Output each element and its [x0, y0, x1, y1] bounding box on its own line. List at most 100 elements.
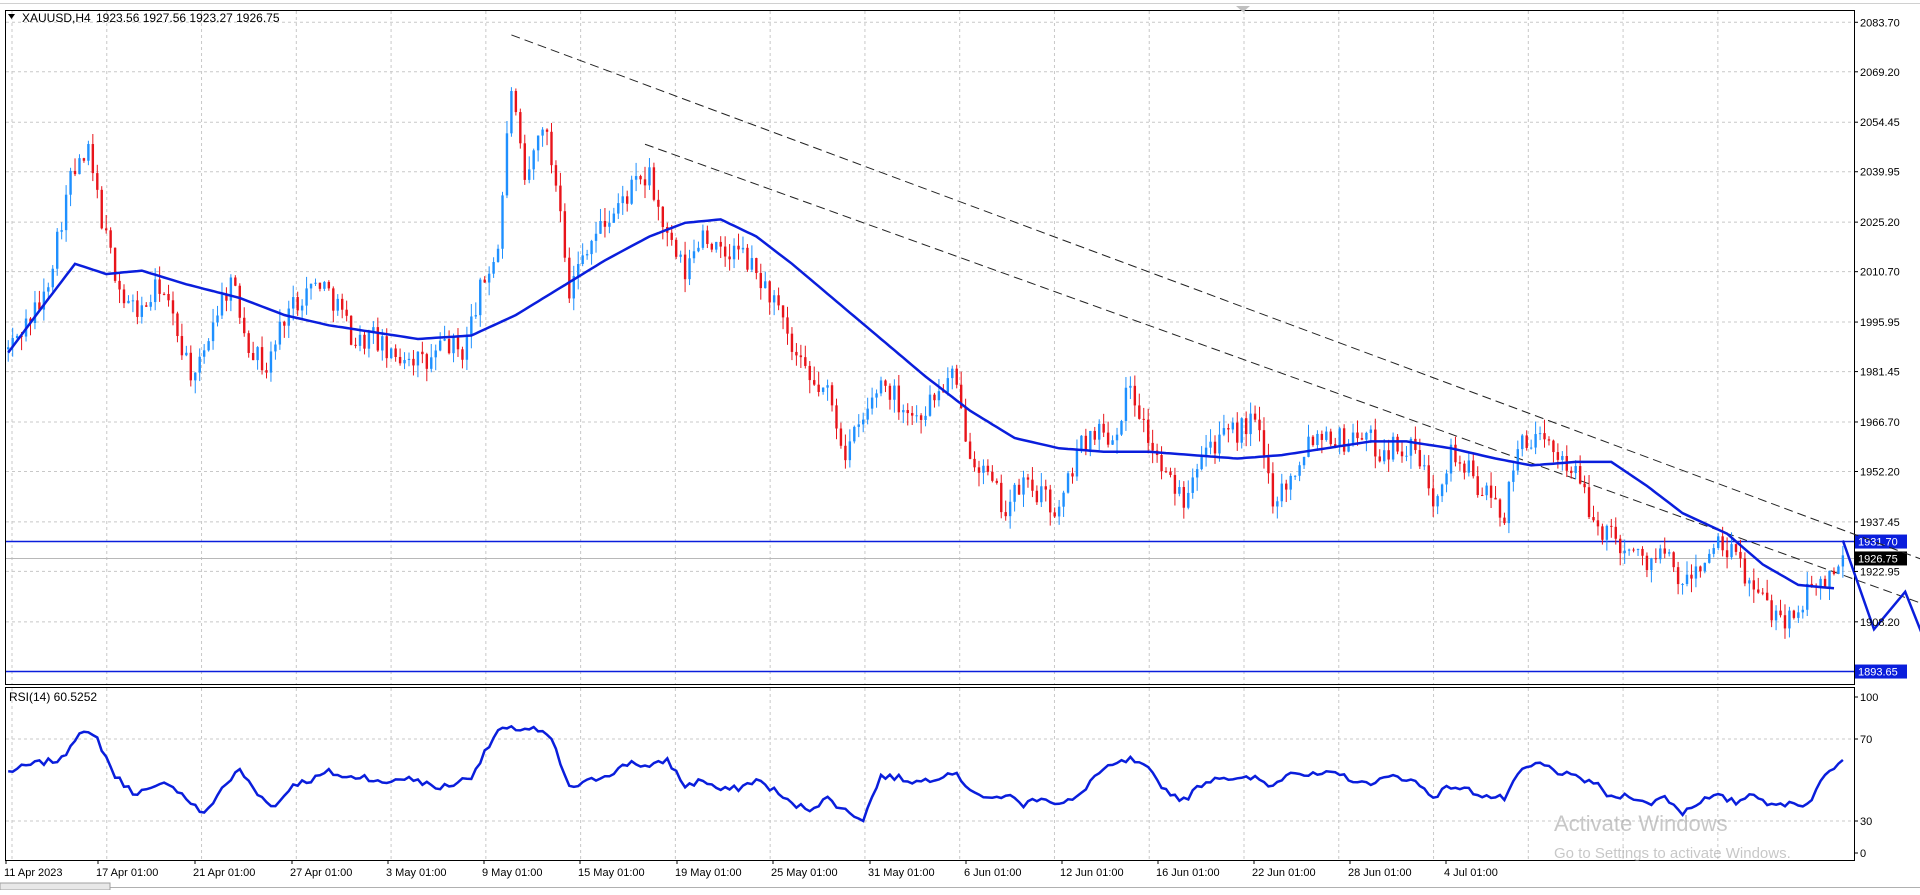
candle-body: [118, 280, 121, 290]
candle-body: [1810, 583, 1813, 586]
candle-body: [955, 368, 958, 385]
candle-body: [1120, 420, 1123, 435]
candle-body: [1035, 490, 1039, 503]
candle-body: [1374, 429, 1377, 457]
rsi-tick-label: 100: [1860, 692, 1878, 704]
candle-body: [657, 199, 660, 207]
candle-body: [1129, 385, 1132, 388]
candle-body: [1004, 512, 1007, 517]
current-price-tag: [1855, 551, 1907, 566]
ma-line: [7, 218, 1835, 590]
candle-body: [559, 185, 562, 212]
candle-body: [1685, 574, 1689, 585]
candle-body: [1280, 483, 1283, 502]
candle-body: [1227, 428, 1230, 430]
time-tick-label: 3 May 01:00: [386, 867, 447, 879]
candle-body: [492, 261, 495, 274]
candle-body: [1423, 465, 1426, 467]
candle-body: [1124, 387, 1128, 421]
candle-body: [1271, 473, 1275, 507]
scrollbar-tab[interactable]: [0, 882, 111, 891]
candle-body: [167, 293, 170, 301]
price-tick-label: 1937.45: [1860, 517, 1900, 529]
candle-body: [924, 415, 927, 420]
candle-body: [741, 247, 745, 250]
level-price-label: 1893.65: [1858, 667, 1898, 679]
candle-body: [808, 365, 811, 381]
candle-body: [1556, 452, 1560, 460]
candle-body: [1454, 444, 1457, 463]
candle-body: [82, 158, 86, 161]
price-axis[interactable]: 1908.20 1922.95 1937.45 1952.20 1966.70 1981.…: [1854, 17, 1900, 629]
candle-body: [1480, 494, 1484, 496]
candle-body: [87, 144, 90, 161]
candle-body: [1587, 487, 1591, 518]
candle-body: [910, 413, 914, 416]
price-tick-label: 2083.70: [1860, 17, 1900, 29]
candle-body: [243, 317, 246, 334]
candle-body: [1365, 432, 1368, 440]
candle-body: [643, 179, 647, 186]
trendlines[interactable]: [511, 34, 1920, 684]
dropdown-triangle-icon[interactable]: [8, 14, 15, 19]
candle-body: [91, 144, 95, 174]
candle-body: [737, 245, 740, 250]
candle-body: [1387, 450, 1390, 460]
candle-body: [412, 358, 415, 366]
candle-body: [759, 273, 762, 289]
candle-body: [648, 167, 651, 186]
candle-body: [710, 243, 714, 250]
candle-body: [1636, 548, 1640, 550]
candle-body: [1757, 589, 1760, 593]
candle-body: [327, 281, 331, 289]
time-tick-label: 9 May 01:00: [482, 867, 543, 879]
rsi-tick-label: 70: [1860, 734, 1872, 746]
candle-body: [1690, 574, 1693, 579]
candle-body: [15, 335, 19, 339]
shift-marker-icon[interactable]: [1236, 6, 1250, 12]
candle-body: [746, 247, 749, 270]
candle-body: [1409, 438, 1413, 456]
time-axis[interactable]: 11 Apr 2023 17 Apr 01:00 21 Apr 01:00 27 Ap…: [4, 860, 1498, 879]
candle-body: [768, 281, 771, 303]
candle-body: [1619, 538, 1622, 554]
forecast-line[interactable]: [1841, 540, 1920, 671]
candle-body: [385, 336, 388, 359]
candle-body: [1748, 580, 1751, 584]
candle-body: [599, 220, 602, 234]
candle-body: [1503, 517, 1506, 524]
candle-body: [879, 380, 883, 394]
rsi-axis[interactable]: 0 30 70 100: [1854, 692, 1878, 860]
candle-body: [1285, 483, 1288, 490]
candle-body: [585, 254, 589, 256]
candle-body: [875, 393, 878, 398]
candle-body: [1703, 562, 1707, 572]
candle-body: [1218, 434, 1221, 454]
rsi-plot-border: [5, 687, 1855, 861]
symbol-timeframe: XAUUSD,H4: [22, 11, 91, 25]
time-tick-label: 28 Jun 01:00: [1348, 867, 1412, 879]
forecast-path[interactable]: [1841, 540, 1920, 672]
candle-body: [247, 333, 250, 353]
candle-body: [1244, 418, 1248, 435]
candle-body: [1734, 544, 1738, 552]
candle-body: [487, 273, 491, 283]
candle-body: [234, 277, 237, 286]
trendline[interactable]: [511, 34, 1920, 684]
candle-body: [1543, 433, 1546, 440]
candle-body: [1601, 526, 1604, 540]
candle-body: [389, 348, 393, 359]
candle-body: [349, 315, 353, 345]
candle-body: [1200, 456, 1203, 470]
candle-body: [688, 258, 691, 280]
time-tick-label: 6 Jun 01:00: [964, 867, 1022, 879]
candle-body: [933, 394, 936, 401]
candle-body: [821, 387, 825, 392]
candle-body: [229, 277, 233, 301]
candle-body: [1000, 482, 1003, 513]
candle-body: [176, 313, 179, 337]
candle-body: [51, 268, 54, 288]
